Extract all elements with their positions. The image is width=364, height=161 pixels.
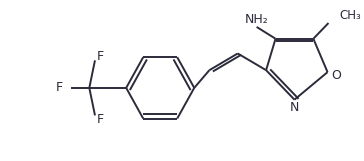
- Text: O: O: [331, 69, 341, 82]
- Text: NH₂: NH₂: [245, 13, 269, 26]
- Text: N: N: [290, 101, 299, 114]
- Text: F: F: [55, 81, 63, 94]
- Text: F: F: [97, 113, 104, 126]
- Text: CH₃: CH₃: [340, 9, 361, 22]
- Text: F: F: [97, 50, 104, 63]
